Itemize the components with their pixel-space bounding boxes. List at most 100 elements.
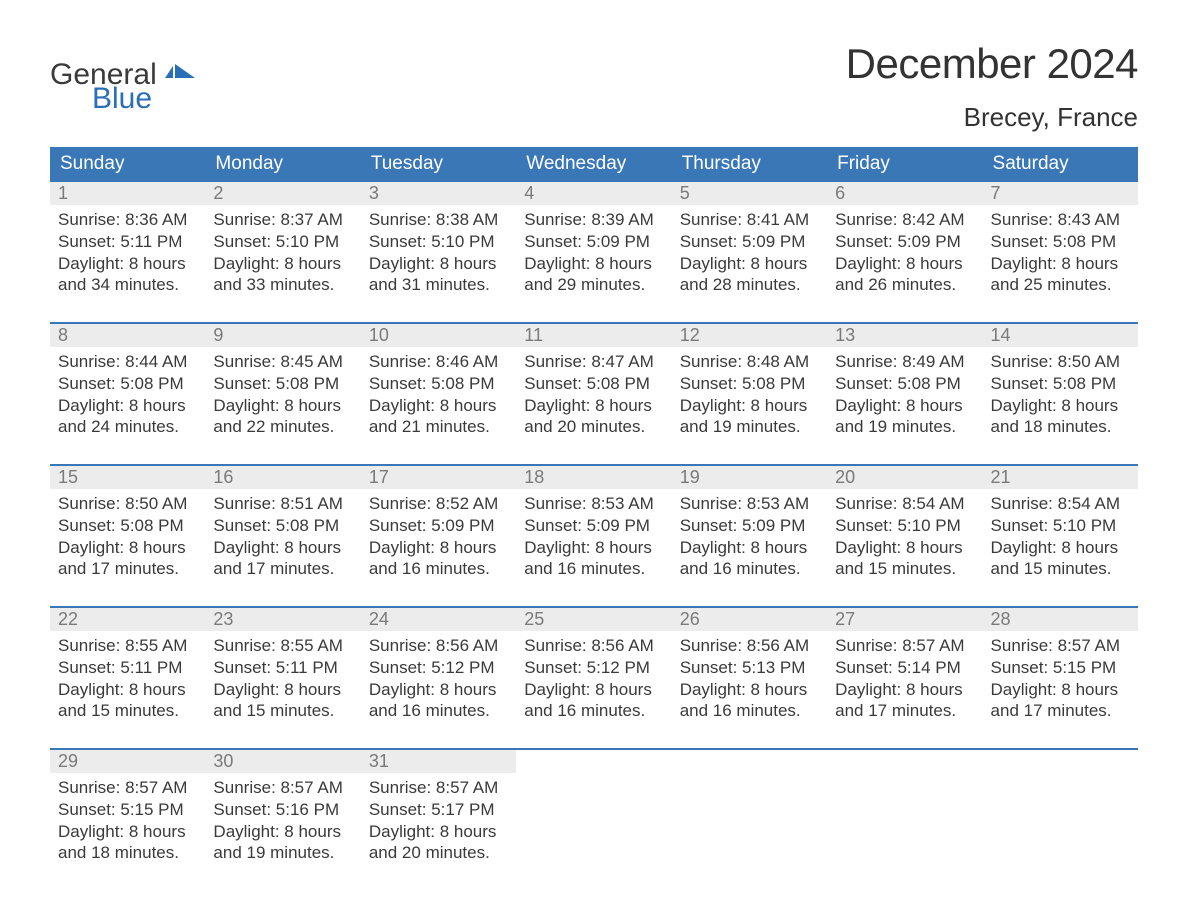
day-number-cell: 17 [361, 466, 516, 489]
dow-header-cell: Thursday [672, 147, 827, 182]
sunset-text: Sunset: 5:08 PM [835, 373, 974, 395]
daylight-text-line1: Daylight: 8 hours [369, 537, 508, 559]
day-number-cell: 8 [50, 324, 205, 347]
day-number-cell [672, 750, 827, 773]
day-number-row: 1234567 [50, 182, 1138, 205]
day-data-cell: Sunrise: 8:45 AMSunset: 5:08 PMDaylight:… [205, 347, 360, 465]
daylight-text-line1: Daylight: 8 hours [991, 253, 1130, 275]
day-data-cell: Sunrise: 8:55 AMSunset: 5:11 PMDaylight:… [205, 631, 360, 749]
daylight-text-line1: Daylight: 8 hours [213, 253, 352, 275]
sunset-text: Sunset: 5:08 PM [524, 373, 663, 395]
daylight-text-line2: and 16 minutes. [680, 558, 819, 580]
sunset-text: Sunset: 5:10 PM [213, 231, 352, 253]
day-data-row: Sunrise: 8:57 AMSunset: 5:15 PMDaylight:… [50, 773, 1138, 874]
daylight-text-line2: and 19 minutes. [213, 842, 352, 864]
dow-header-cell: Sunday [50, 147, 205, 182]
day-number-cell: 25 [516, 608, 671, 631]
sunset-text: Sunset: 5:08 PM [680, 373, 819, 395]
day-number-cell: 18 [516, 466, 671, 489]
day-number-cell: 21 [983, 466, 1138, 489]
daylight-text-line1: Daylight: 8 hours [524, 537, 663, 559]
sunrise-text: Sunrise: 8:44 AM [58, 351, 197, 373]
daylight-text-line1: Daylight: 8 hours [369, 679, 508, 701]
sunset-text: Sunset: 5:09 PM [369, 515, 508, 537]
day-number-cell: 31 [361, 750, 516, 773]
day-number-cell: 24 [361, 608, 516, 631]
day-number-cell: 3 [361, 182, 516, 205]
sunrise-text: Sunrise: 8:56 AM [369, 635, 508, 657]
daylight-text-line1: Daylight: 8 hours [991, 679, 1130, 701]
sunrise-text: Sunrise: 8:56 AM [524, 635, 663, 657]
sunrise-text: Sunrise: 8:57 AM [369, 777, 508, 799]
sunset-text: Sunset: 5:10 PM [835, 515, 974, 537]
day-data-cell: Sunrise: 8:57 AMSunset: 5:15 PMDaylight:… [50, 773, 205, 874]
sunset-text: Sunset: 5:14 PM [835, 657, 974, 679]
sunrise-text: Sunrise: 8:39 AM [524, 209, 663, 231]
day-number-cell: 11 [516, 324, 671, 347]
sunrise-text: Sunrise: 8:38 AM [369, 209, 508, 231]
daylight-text-line2: and 15 minutes. [991, 558, 1130, 580]
daylight-text-line1: Daylight: 8 hours [835, 395, 974, 417]
daylight-text-line1: Daylight: 8 hours [213, 537, 352, 559]
daylight-text-line2: and 18 minutes. [58, 842, 197, 864]
sunset-text: Sunset: 5:09 PM [835, 231, 974, 253]
sunset-text: Sunset: 5:13 PM [680, 657, 819, 679]
daylight-text-line2: and 20 minutes. [369, 842, 508, 864]
sunrise-text: Sunrise: 8:45 AM [213, 351, 352, 373]
day-number-cell: 19 [672, 466, 827, 489]
day-number-cell: 30 [205, 750, 360, 773]
daylight-text-line1: Daylight: 8 hours [369, 821, 508, 843]
daylight-text-line1: Daylight: 8 hours [524, 395, 663, 417]
day-data-cell [983, 773, 1138, 874]
day-number-cell: 2 [205, 182, 360, 205]
day-number-cell: 22 [50, 608, 205, 631]
sunset-text: Sunset: 5:12 PM [369, 657, 508, 679]
sunrise-text: Sunrise: 8:46 AM [369, 351, 508, 373]
day-data-cell: Sunrise: 8:42 AMSunset: 5:09 PMDaylight:… [827, 205, 982, 323]
day-number-cell: 14 [983, 324, 1138, 347]
day-data-cell: Sunrise: 8:57 AMSunset: 5:17 PMDaylight:… [361, 773, 516, 874]
day-number-cell [516, 750, 671, 773]
dow-header-cell: Tuesday [361, 147, 516, 182]
day-number-row: 22232425262728 [50, 608, 1138, 631]
daylight-text-line2: and 17 minutes. [58, 558, 197, 580]
sunset-text: Sunset: 5:15 PM [991, 657, 1130, 679]
day-data-cell: Sunrise: 8:57 AMSunset: 5:16 PMDaylight:… [205, 773, 360, 874]
day-data-cell: Sunrise: 8:44 AMSunset: 5:08 PMDaylight:… [50, 347, 205, 465]
day-number-cell: 16 [205, 466, 360, 489]
dow-header-cell: Friday [827, 147, 982, 182]
daylight-text-line2: and 16 minutes. [680, 700, 819, 722]
daylight-text-line2: and 28 minutes. [680, 274, 819, 296]
daylight-text-line2: and 20 minutes. [524, 416, 663, 438]
sunrise-text: Sunrise: 8:50 AM [991, 351, 1130, 373]
day-number-cell: 9 [205, 324, 360, 347]
daylight-text-line2: and 15 minutes. [835, 558, 974, 580]
day-data-cell: Sunrise: 8:56 AMSunset: 5:13 PMDaylight:… [672, 631, 827, 749]
sunset-text: Sunset: 5:11 PM [58, 231, 197, 253]
sunrise-text: Sunrise: 8:42 AM [835, 209, 974, 231]
daylight-text-line2: and 17 minutes. [991, 700, 1130, 722]
day-data-cell: Sunrise: 8:41 AMSunset: 5:09 PMDaylight:… [672, 205, 827, 323]
sunset-text: Sunset: 5:09 PM [524, 231, 663, 253]
day-data-cell: Sunrise: 8:50 AMSunset: 5:08 PMDaylight:… [983, 347, 1138, 465]
day-number-row: 293031 [50, 750, 1138, 773]
sunrise-text: Sunrise: 8:50 AM [58, 493, 197, 515]
sunrise-text: Sunrise: 8:53 AM [680, 493, 819, 515]
day-data-cell: Sunrise: 8:37 AMSunset: 5:10 PMDaylight:… [205, 205, 360, 323]
sunrise-text: Sunrise: 8:47 AM [524, 351, 663, 373]
day-number-cell: 10 [361, 324, 516, 347]
day-data-cell: Sunrise: 8:57 AMSunset: 5:14 PMDaylight:… [827, 631, 982, 749]
daylight-text-line2: and 17 minutes. [213, 558, 352, 580]
sunset-text: Sunset: 5:08 PM [58, 515, 197, 537]
day-number-cell: 7 [983, 182, 1138, 205]
day-number-row: 15161718192021 [50, 466, 1138, 489]
sunset-text: Sunset: 5:08 PM [991, 231, 1130, 253]
day-data-cell: Sunrise: 8:49 AMSunset: 5:08 PMDaylight:… [827, 347, 982, 465]
page-header: General Blue December 2024 Brecey, Franc… [50, 40, 1138, 141]
sunset-text: Sunset: 5:16 PM [213, 799, 352, 821]
daylight-text-line1: Daylight: 8 hours [58, 679, 197, 701]
sunset-text: Sunset: 5:08 PM [991, 373, 1130, 395]
daylight-text-line1: Daylight: 8 hours [58, 537, 197, 559]
sunset-text: Sunset: 5:08 PM [369, 373, 508, 395]
daylight-text-line2: and 24 minutes. [58, 416, 197, 438]
